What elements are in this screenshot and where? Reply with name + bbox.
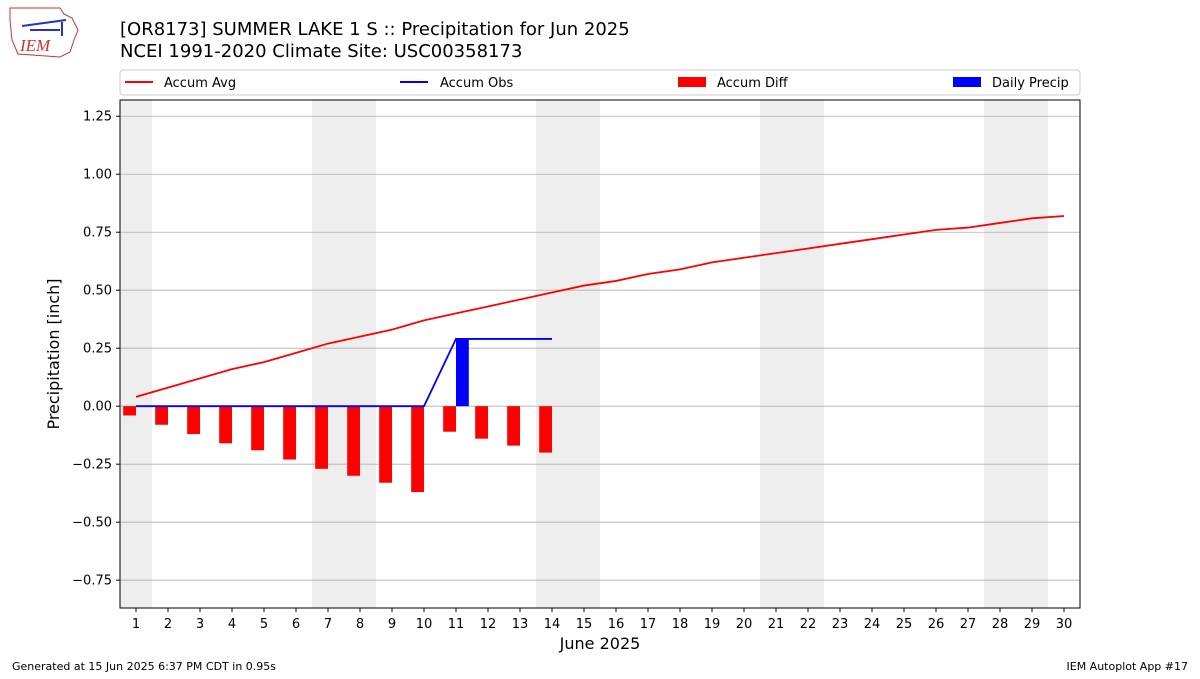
x-tick-label: 24 (864, 617, 881, 632)
bar (283, 406, 296, 460)
weekend-band (792, 100, 824, 608)
x-tick-label: 26 (928, 617, 945, 632)
x-tick-label: 6 (292, 617, 300, 632)
bar (123, 406, 136, 416)
x-tick-label: 2 (164, 617, 172, 632)
plot-frame (119, 99, 1081, 609)
weekend-band (312, 100, 344, 608)
plot: −0.75 −0.50 −0.25 0.00 0.25 0.50 0.75 1.00 1.25 1… (44, 69, 1081, 653)
x-tick-label: 27 (960, 617, 977, 632)
logo: IEM (9, 7, 79, 58)
x-tick-label: 13 (512, 617, 529, 632)
x-tick-label: 18 (672, 617, 689, 632)
weekend-band (984, 100, 1016, 608)
x-tick-label: 9 (388, 617, 396, 632)
line (135, 215, 1065, 398)
x-tick-label: 5 (260, 617, 268, 632)
x-tick-label: 1 (132, 617, 140, 632)
x-tick-label: 3 (196, 617, 204, 632)
y-tick-label: −0.75 (72, 574, 112, 589)
x-tick-label: 19 (704, 617, 721, 632)
weekend-band (1016, 100, 1048, 608)
x-axis-label: June 2025 (559, 634, 641, 653)
y-tick-label: 0.00 (83, 400, 112, 415)
legend-label: Daily Precip (992, 76, 1069, 91)
footer-right: IEM Autoplot App #17 (1067, 660, 1189, 673)
x-tick-label: 16 (608, 617, 625, 632)
x-tick-label: 28 (992, 617, 1009, 632)
y-tick-label: 0.75 (83, 226, 112, 241)
legend-key (953, 77, 981, 87)
legend-label: Accum Obs (440, 76, 513, 91)
y-tick-label: 0.25 (83, 342, 112, 357)
x-tick-label: 10 (416, 617, 433, 632)
y-tick-label: 1.25 (83, 110, 112, 125)
weekend-band (120, 100, 152, 608)
y-tick-label: 0.50 (83, 284, 112, 299)
chart-subtitle: NCEI 1991-2020 Climate Site: USC00358173 (120, 41, 522, 62)
bar (456, 338, 469, 407)
y-tick-label: −0.50 (72, 516, 112, 531)
line (136, 338, 552, 408)
footer-left: Generated at 15 Jun 2025 6:37 PM CDT in … (12, 660, 276, 673)
bar (507, 406, 520, 446)
x-tick-label: 25 (896, 617, 913, 632)
bar (347, 406, 360, 476)
bar (475, 406, 488, 439)
y-tick-label: −0.25 (72, 458, 112, 473)
x-tick-label: 11 (448, 617, 465, 632)
x-tick-label: 12 (480, 617, 497, 632)
x-tick-label: 23 (832, 617, 849, 632)
y-tick-label: 1.00 (83, 168, 112, 183)
bar (251, 406, 264, 451)
bar (315, 406, 328, 469)
legend-label: Accum Avg (164, 76, 236, 91)
y-axis-label: Precipitation [inch] (44, 278, 63, 429)
weekend-band (568, 100, 600, 608)
weekend-band (344, 100, 376, 608)
x-tick-label: 29 (1024, 617, 1041, 632)
x-tick-label: 21 (768, 617, 785, 632)
logo-text: IEM (19, 36, 51, 55)
chart-title: [OR8173] SUMMER LAKE 1 S :: Precipitatio… (120, 19, 630, 40)
bar (411, 406, 424, 493)
x-tick-label: 15 (576, 617, 593, 632)
bar (443, 406, 456, 432)
legend-box (119, 69, 1081, 96)
x-tick-label: 7 (324, 617, 332, 632)
bar (219, 406, 232, 444)
weekend-band (536, 100, 568, 608)
weekend-band (760, 100, 792, 608)
x-tick-label: 4 (228, 617, 236, 632)
bar (539, 406, 552, 453)
bar (155, 406, 168, 425)
x-tick-label: 14 (544, 617, 561, 632)
x-tick-label: 22 (800, 617, 817, 632)
x-tick-label: 30 (1056, 617, 1073, 632)
legend-key (678, 77, 706, 87)
bar (187, 406, 200, 435)
x-tick-label: 20 (736, 617, 753, 632)
x-tick-label: 8 (356, 617, 364, 632)
x-tick-label: 17 (640, 617, 657, 632)
legend-label: Accum Diff (717, 76, 789, 91)
bar (379, 406, 392, 483)
